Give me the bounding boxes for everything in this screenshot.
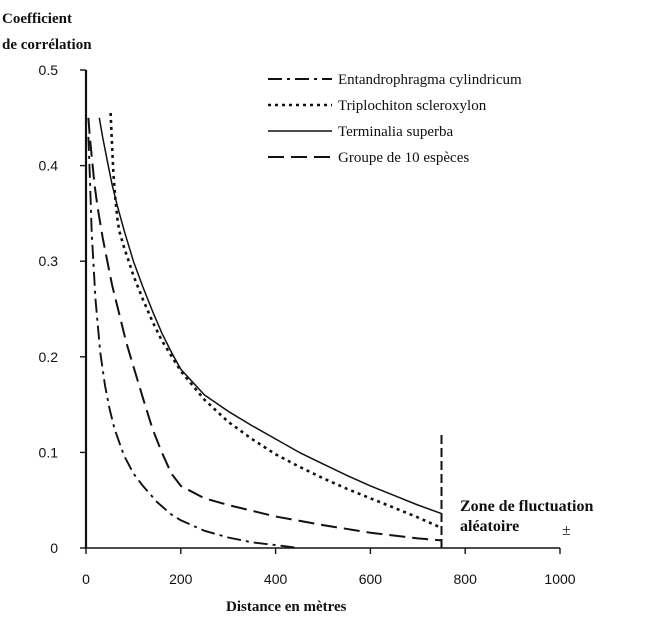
legend-label: Entandrophragma cylindricum	[338, 72, 522, 88]
x-tick-label: 200	[169, 571, 193, 587]
x-tick-label: 800	[454, 571, 478, 587]
legend-label: Groupe de 10 espèces	[338, 150, 469, 166]
x-ticks: 0 200 400 600 800 1000	[82, 548, 576, 587]
y-tick-label: 0.5	[39, 62, 59, 78]
legend: Entandrophragma cylindricum Triplochiton …	[268, 72, 522, 166]
y-axis-title-line-1: Coefficient	[2, 11, 72, 27]
series-line-1	[87, 136, 300, 549]
axes	[84, 70, 560, 549]
x-axis-title: Distance en mètres	[226, 599, 347, 615]
fluctuation-annotation: Zone de fluctuation aléatoire ±	[440, 433, 593, 548]
plus-minus-symbol: ±	[562, 522, 571, 539]
fluctuation-label-line-2: aléatoire	[460, 518, 519, 535]
fluctuation-label-line-1: Zone de fluctuation	[460, 498, 593, 515]
x-tick-label: 400	[264, 571, 288, 587]
x-tick-label: 1000	[544, 571, 575, 587]
y-tick-label: 0.2	[39, 349, 59, 365]
y-tick-label: 0.1	[39, 444, 59, 460]
series-lines	[87, 112, 443, 549]
y-axis-title-line-2: de corrélation	[2, 37, 92, 53]
series-line-3	[98, 117, 442, 515]
series-line-2	[109, 112, 443, 530]
y-ticks: 0 0.1 0.2 0.3 0.4 0.5	[39, 62, 86, 556]
y-tick-label: 0	[50, 540, 58, 556]
x-tick-label: 600	[359, 571, 383, 587]
y-tick-label: 0.4	[39, 158, 59, 174]
x-tick-label: 0	[82, 571, 90, 587]
y-tick-label: 0.3	[39, 253, 59, 269]
legend-label: Terminalia superba	[338, 124, 453, 140]
series-line-4	[87, 117, 442, 542]
legend-label: Triplochiton scleroxylon	[338, 98, 487, 114]
